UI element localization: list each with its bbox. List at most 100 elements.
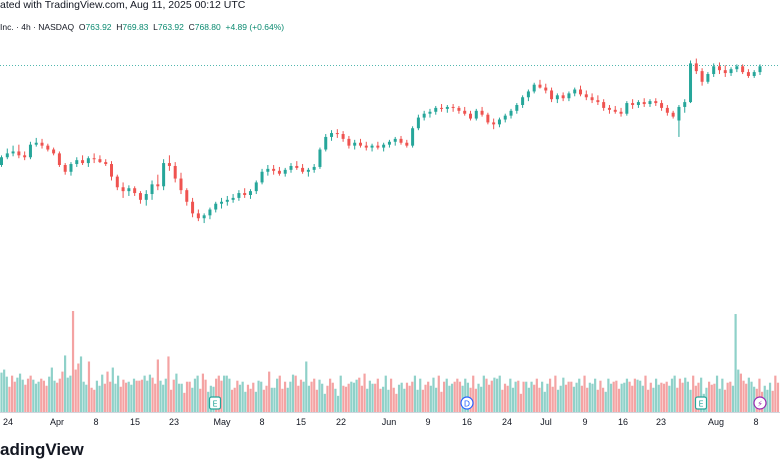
volume-bar <box>681 382 684 412</box>
volume-bar <box>106 371 109 412</box>
volume-bar <box>747 377 750 412</box>
volume-bar <box>355 379 358 412</box>
volume-bar <box>413 375 417 412</box>
candle-body <box>613 109 617 112</box>
volume-bar <box>154 383 157 412</box>
volume-bar <box>503 383 507 412</box>
volume-bar <box>734 314 737 412</box>
candle-body <box>671 112 675 117</box>
volume-bar <box>525 381 528 412</box>
volume-bar <box>726 382 729 412</box>
volume-bar <box>742 380 745 412</box>
volume-bar <box>625 378 629 412</box>
candle-body <box>63 165 67 172</box>
volume-bar <box>403 388 406 412</box>
volume-bar <box>710 384 713 412</box>
x-tick-label: 8 <box>259 417 264 427</box>
volume-bar <box>684 377 687 412</box>
volume-bar <box>379 388 382 412</box>
candle-body <box>741 66 745 73</box>
volume-bar <box>233 387 236 412</box>
candle-body <box>353 142 357 146</box>
volume-bar <box>283 381 287 412</box>
volume-bar <box>660 382 663 412</box>
volume-bar <box>8 386 11 412</box>
marker-letter: ⚡ <box>757 400 763 409</box>
candle-body <box>28 144 32 158</box>
candle-body <box>173 165 177 179</box>
volume-bar <box>389 378 393 412</box>
candle-body <box>364 145 368 148</box>
volume-bar <box>482 375 485 412</box>
volume-bar <box>753 386 756 412</box>
volume-bar <box>739 373 742 412</box>
volume-bar <box>382 386 385 412</box>
volume-bar <box>302 381 305 412</box>
volume-bar <box>371 383 374 412</box>
volume-bar <box>315 389 318 412</box>
volume-bar <box>654 378 658 412</box>
volume-bar <box>472 375 475 412</box>
volume-bar <box>156 359 159 412</box>
volume-bar <box>445 378 448 412</box>
candle-body <box>411 128 415 146</box>
volume-bar <box>289 381 292 412</box>
volume-bar <box>774 375 777 412</box>
volume-bar <box>191 387 194 412</box>
marker-letter: D <box>464 400 470 409</box>
volume-bar <box>74 369 77 412</box>
volume-bar <box>344 386 348 412</box>
volume-bar <box>24 384 27 412</box>
volume-bar <box>631 385 634 412</box>
x-tick-label: Jun <box>382 417 397 427</box>
candle-body <box>208 209 212 216</box>
volume-bar <box>493 377 496 412</box>
volume-bar <box>517 380 520 412</box>
volume-bar <box>607 378 610 412</box>
volume-bar <box>225 375 228 412</box>
candle-body <box>347 138 351 146</box>
close-label: C <box>188 22 195 32</box>
volume-bar <box>101 374 104 412</box>
volume-bar <box>480 386 483 412</box>
volume-bar <box>533 384 536 412</box>
volume-bar <box>384 375 387 412</box>
volume-bar <box>676 387 679 412</box>
high-label: H <box>116 22 123 32</box>
candle-body <box>110 164 114 177</box>
x-tick-label: 16 <box>462 417 472 427</box>
volume-bar <box>514 381 517 412</box>
volume-bar <box>556 389 560 412</box>
candle-body <box>133 188 137 194</box>
volume-bar <box>554 375 557 412</box>
x-tick-label: Jul <box>540 417 552 427</box>
candle-body <box>492 122 496 125</box>
volume-bar <box>230 389 234 412</box>
candle-body <box>144 194 148 200</box>
volume-bar <box>421 389 424 412</box>
candle-body <box>654 101 658 104</box>
candle-body <box>81 160 85 164</box>
volume-bar <box>246 384 250 412</box>
change-value: +4.89 (+0.64%) <box>225 22 285 32</box>
volume-bar <box>42 380 45 412</box>
volume-bar <box>244 391 247 412</box>
volume-bar <box>474 388 477 412</box>
candle-body <box>758 66 762 73</box>
volume-bar <box>262 389 265 412</box>
volume-bar <box>578 378 581 412</box>
volume-bar <box>146 380 149 412</box>
volume-bar <box>236 380 239 412</box>
candle-body <box>150 184 154 195</box>
volume-bar <box>617 388 621 412</box>
volume-bar <box>350 381 353 412</box>
volume-bar <box>458 381 462 412</box>
x-tick-label: Aug <box>708 417 724 427</box>
volume-bar <box>686 381 689 412</box>
candle-body <box>266 168 270 172</box>
volume-bar <box>604 391 607 412</box>
low-value: 763.92 <box>157 22 184 32</box>
volume-bar <box>329 378 332 412</box>
volume-bar <box>5 376 8 412</box>
